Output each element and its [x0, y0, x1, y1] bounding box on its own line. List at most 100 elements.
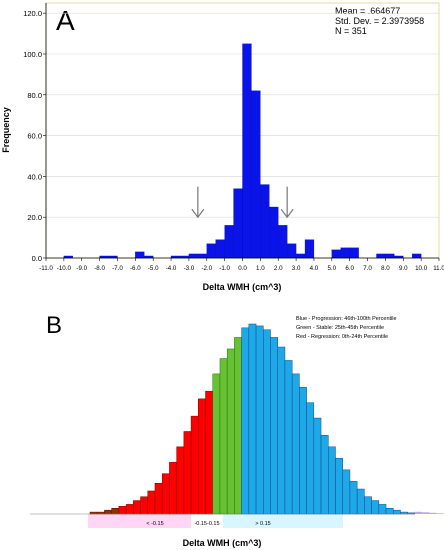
panel-b-bar	[205, 390, 213, 515]
panel-b-bar	[118, 506, 127, 515]
panel-a-stat-sd: Std. Dev. = 2.3973958	[335, 16, 424, 26]
panel-a-arrow-marker	[280, 186, 294, 219]
panel-a-y-tick-label: 0.0	[32, 254, 42, 263]
panel-a-bar	[287, 243, 297, 259]
panel-a-stat-n: N = 351	[335, 26, 367, 36]
panel-b-bar	[169, 461, 177, 515]
panel-a-x-tick-label: 1.0	[256, 265, 265, 272]
panel-a-bar	[224, 225, 234, 259]
panel-b-x-axis-label: Delta WMH (cm^3)	[183, 538, 262, 548]
panel-b-bar	[111, 507, 120, 515]
panel-b-region-label-red: < -0.15	[146, 521, 163, 527]
panel-a-bar	[376, 253, 386, 259]
panel-b-bar	[190, 415, 199, 515]
panel-b-bars	[89, 323, 444, 515]
panel-b-bar	[255, 325, 264, 515]
panel-b-bar	[133, 500, 141, 515]
panel-b-bar	[183, 431, 192, 515]
panel-b-bar	[356, 488, 365, 515]
panel-a-y-tick-label: 120.0	[23, 9, 42, 18]
panel-a-x-axis-label: Delta WMH (cm^3)	[203, 282, 282, 292]
panel-a-label: A	[56, 5, 75, 36]
panel-b-bar	[263, 329, 271, 515]
panel-b-bar	[342, 469, 351, 515]
panel-a-x-tick-label: 5.0	[328, 265, 337, 272]
panel-a-bar	[340, 247, 350, 259]
panel-b-bar	[147, 490, 156, 515]
panel-b-bar	[299, 387, 307, 515]
panel-b-band-red	[88, 514, 191, 528]
panel-b-tail-bar	[414, 511, 423, 514]
panel-b-bar	[125, 504, 134, 515]
panel-a: A Mean = .664677 Std. Dev. = 2.3973958 N…	[1, 2, 444, 292]
panel-a-bar	[331, 249, 341, 259]
panel-a-y-tick-label: 100.0	[23, 50, 42, 59]
panel-a-x-tick-label: -7.0	[112, 265, 123, 272]
panel-b-bar	[241, 327, 250, 515]
panel-a-x-tick-label: -3.0	[184, 265, 195, 272]
panel-a-bar	[135, 251, 145, 259]
panel-a-x-tick-label: 10.0	[415, 265, 428, 272]
panel-b-bar	[349, 481, 358, 515]
panel-b-bar	[248, 323, 257, 515]
panel-a-x-axis: -11.0 -10.0 -9.0 -8.0 -7.0 -6.0 -5.0 -4.0 -3.0 -2…	[39, 257, 444, 272]
panel-b-legend-blue: Blue - Progression: 46th-100th Percentil…	[296, 316, 397, 322]
panel-a-bar	[260, 184, 270, 259]
panel-a-y-tick-label: 20.0	[27, 213, 42, 222]
panel-a-x-tick-label: 2.0	[274, 265, 283, 272]
panel-b-tail-bar	[429, 512, 437, 514]
panel-a-bar	[349, 247, 359, 259]
panel-b-bar	[176, 446, 185, 515]
panel-a-x-tick-label: -9.0	[76, 265, 87, 272]
panel-a-bar	[278, 225, 288, 259]
panel-a-x-tick-label: -6.0	[130, 265, 141, 272]
panel-b-tail-bar	[422, 512, 430, 514]
panel-a-x-tick-label: -10.0	[57, 265, 72, 272]
panel-a-x-tick-label: -1.0	[219, 265, 230, 272]
panel-b-bar	[328, 446, 336, 515]
panel-a-x-tick-label: -5.0	[148, 265, 159, 272]
panel-b-bar	[212, 373, 221, 515]
panel-a-y-tick-label: 80.0	[27, 91, 42, 100]
panel-a-bar	[304, 239, 315, 259]
panel-a-bar	[206, 243, 216, 259]
panel-a-x-tick-label: 3.0	[292, 265, 301, 272]
panel-a-bar	[188, 253, 198, 259]
panel-a-x-tick-label: -11.0	[39, 265, 53, 272]
panel-a-bars	[63, 43, 422, 259]
panel-b-bar	[270, 337, 278, 515]
panel-b-bar	[284, 360, 293, 515]
panel-b-bar	[392, 509, 401, 515]
panel-b-tail-bar	[436, 513, 444, 514]
panel-b-bar	[277, 346, 286, 515]
panel-a-x-tick-label: 9.0	[399, 265, 408, 272]
panel-b-band-white	[191, 514, 223, 528]
panel-b-bar	[378, 504, 387, 515]
panel-b-band-blue	[223, 514, 343, 528]
panel-a-x-tick-label: 8.0	[381, 265, 390, 272]
panel-b-bar	[104, 509, 112, 515]
panel-b: B Blue - Progression: 46th-100th Percent…	[30, 312, 444, 548]
panel-b-bar	[320, 435, 329, 515]
panel-b-bar	[234, 337, 242, 515]
panel-a-y-axis: 0.0 20.0 40.0 60.0 80.0 100.0 120.0	[23, 3, 47, 263]
panel-a-x-tick-label: 4.0	[310, 265, 319, 272]
panel-a-bar	[295, 253, 306, 259]
panel-b-bar	[198, 398, 206, 515]
panel-a-x-tick-label: 7.0	[363, 265, 372, 272]
panel-b-region-label-blue: > 0.15	[255, 521, 270, 527]
panel-a-stat-mean: Mean = .664677	[335, 6, 400, 16]
panel-b-bar	[313, 417, 322, 515]
panel-b-bar	[226, 348, 235, 515]
panel-b-bar	[335, 458, 343, 515]
panel-b-bar	[385, 507, 394, 515]
panel-a-y-tick-label: 40.0	[27, 172, 42, 181]
panel-a-arrow-marker	[191, 186, 205, 219]
panel-b-legend-green: Green - Stable: 25th-45th Percentile	[296, 325, 384, 331]
panel-b-bar	[161, 473, 170, 515]
panel-b-bar	[140, 496, 149, 515]
panel-a-bar	[251, 90, 261, 259]
panel-b-bar	[219, 358, 228, 515]
panel-a-x-tick-label: 0.0	[238, 265, 247, 272]
